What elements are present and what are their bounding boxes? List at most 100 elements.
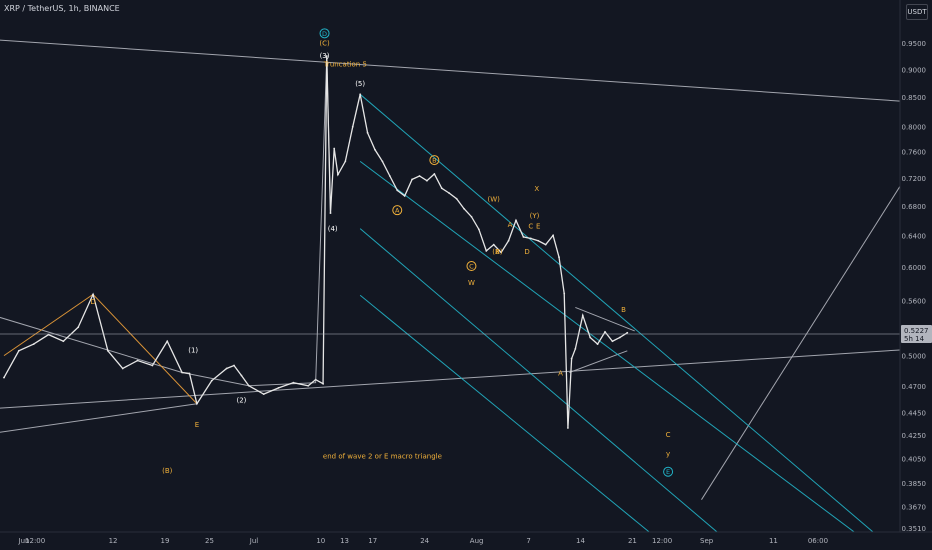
x-tick-label: Aug — [470, 537, 484, 545]
price-point-66 — [596, 343, 599, 345]
x-tick-label: 17 — [368, 537, 377, 545]
price-point-52 — [507, 239, 510, 242]
circled-wave-label-1: A — [392, 205, 403, 216]
wave-label-14: W — [468, 279, 475, 287]
trend-line-7 — [181, 55, 331, 387]
trend-line-8 — [3, 293, 198, 405]
y-tick-label: 0.7600 — [902, 149, 927, 157]
price-point-42 — [433, 173, 436, 175]
trend-line-3 — [0, 316, 183, 373]
price-point-69 — [618, 336, 621, 339]
price-point-32 — [359, 93, 362, 96]
price-point-41 — [426, 179, 428, 182]
wave-label-13: (Y) — [530, 212, 540, 220]
price-point-58 — [552, 234, 554, 237]
price-point-5 — [77, 326, 80, 329]
x-tick-label: 24 — [420, 537, 429, 545]
price-point-29 — [337, 173, 339, 176]
price-point-49 — [485, 249, 488, 252]
y-tick-label: 0.4450 — [902, 409, 927, 417]
y-tick-label: 0.5000 — [902, 353, 927, 361]
y-tick-label: 0.4050 — [902, 455, 927, 463]
price-point-34 — [374, 148, 376, 151]
wave-label-4: (B) — [162, 467, 173, 475]
price-point-64 — [581, 314, 584, 317]
circled-wave-ring — [319, 28, 330, 39]
price-point-14 — [196, 402, 198, 405]
trend-line-2 — [0, 403, 197, 433]
wave-label-20: E — [536, 223, 540, 231]
trend-line-5 — [575, 306, 635, 332]
price-point-57 — [544, 243, 547, 246]
y-tick-label: 0.3670 — [902, 503, 927, 511]
price-point-8 — [121, 367, 124, 370]
price-point-48 — [477, 228, 480, 231]
price-point-50 — [492, 243, 495, 246]
price-point-25 — [322, 382, 324, 385]
price-point-68 — [611, 340, 614, 343]
currency-label[interactable]: USDT — [906, 4, 928, 20]
wave-label-23: C — [666, 431, 671, 439]
price-point-51 — [500, 251, 503, 254]
trend-line-12 — [359, 294, 651, 532]
x-tick-label: Jun — [18, 537, 30, 545]
x-tick-label: 13 — [340, 537, 349, 545]
price-point-10 — [151, 364, 154, 367]
price-point-55 — [529, 237, 532, 240]
price-point-61 — [567, 427, 569, 429]
x-tick-label: 14 — [576, 537, 585, 545]
price-point-21 — [277, 386, 280, 389]
price-point-30 — [344, 160, 347, 163]
x-tick-label: 12:00 — [652, 537, 672, 545]
circled-wave-text: A — [395, 207, 400, 215]
price-point-54 — [522, 236, 525, 238]
wave-label-15: X — [534, 185, 539, 193]
x-tick-label: 11 — [769, 537, 778, 545]
price-point-19 — [247, 384, 250, 387]
y-tick-label: 0.9000 — [902, 66, 927, 74]
price-point-18 — [240, 374, 243, 377]
price-point-13 — [188, 372, 191, 375]
price-point-20 — [262, 393, 265, 396]
y-tick-label: 0.4700 — [902, 383, 927, 391]
y-tick-label: 0.8000 — [902, 124, 927, 132]
circled-wave-label-4: E — [663, 466, 674, 477]
price-point-53 — [515, 219, 517, 222]
wave-label-9: (4) — [328, 225, 338, 233]
wave-label-22: B — [621, 306, 626, 314]
price-point-39 — [411, 178, 413, 181]
price-point-70 — [626, 331, 629, 334]
circled-wave-text: D — [322, 30, 327, 38]
price-point-11 — [166, 340, 169, 343]
price-point-2 — [32, 343, 35, 345]
price-point-45 — [455, 197, 458, 200]
price-point-1 — [17, 349, 20, 352]
wave-label-7: (C) — [319, 40, 330, 48]
price-point-7 — [106, 349, 109, 352]
x-tick-label: 7 — [526, 537, 530, 545]
price-point-35 — [381, 160, 384, 163]
trend-line-11 — [359, 228, 718, 532]
price-point-43 — [440, 187, 443, 190]
circled-wave-ring — [392, 205, 403, 216]
price-point-37 — [396, 189, 399, 192]
wave-label-10: (5) — [355, 80, 365, 88]
trend-line-0 — [0, 39, 900, 102]
price-tag-value: 0.5227 — [904, 327, 929, 335]
wave-label-1: end of wave 2 or E macro triangle — [323, 452, 442, 460]
trend-line-6 — [701, 185, 900, 500]
wave-label-11: (W) — [488, 196, 501, 204]
price-point-12 — [181, 371, 183, 374]
y-tick-label: 0.6800 — [902, 203, 927, 211]
x-tick-label: Sep — [700, 537, 714, 545]
x-tick-label: 12:00 — [25, 537, 45, 545]
y-tick-label: 0.6400 — [902, 232, 927, 240]
wave-label-17: B — [495, 248, 500, 256]
x-tick-label: 12 — [109, 537, 118, 545]
price-point-44 — [448, 192, 451, 195]
price-point-16 — [225, 367, 228, 370]
price-tag-box — [901, 325, 932, 344]
x-tick-label: 21 — [628, 537, 637, 545]
x-tick-label: 25 — [205, 537, 214, 545]
